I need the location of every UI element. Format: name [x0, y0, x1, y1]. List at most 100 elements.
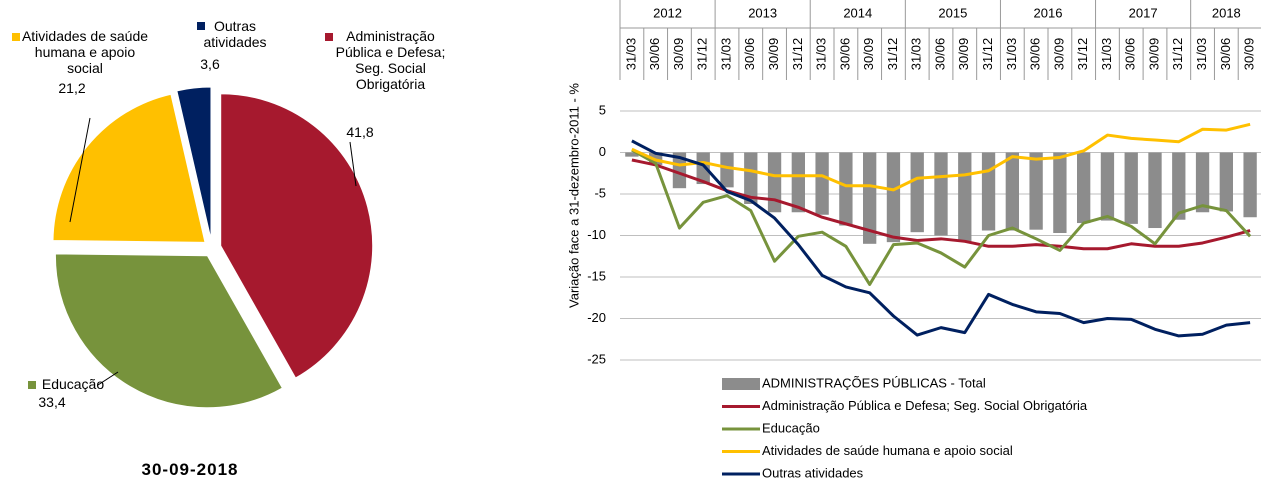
bar — [958, 152, 972, 242]
x-tick-label: 31/12 — [695, 38, 710, 71]
pie-slice — [220, 93, 374, 379]
bar — [886, 152, 901, 243]
bar — [1077, 152, 1091, 224]
bar — [672, 152, 687, 189]
x-tick-label: 30/09 — [1051, 38, 1066, 71]
bar — [1029, 152, 1043, 230]
pie-slice — [52, 93, 206, 243]
x-tick-label: 31/03 — [1004, 38, 1019, 71]
leader-line — [349, 141, 357, 187]
year-label: 2018 — [1212, 5, 1241, 20]
y-tick-label: -20 — [587, 310, 606, 325]
x-tick-label: 30/09 — [671, 38, 686, 71]
leader-line — [97, 371, 119, 386]
legend-label: ADMINISTRAÇÕES PÚBLICAS - Total — [762, 375, 986, 390]
legend-marker — [325, 33, 333, 41]
bar — [1195, 152, 1210, 213]
x-tick-label: 31/12 — [885, 38, 900, 71]
x-tick-label: 30/09 — [1146, 38, 1161, 71]
x-tick-label: 31/03 — [718, 38, 733, 71]
bar — [791, 152, 805, 213]
x-tick-label: 30/06 — [932, 38, 947, 71]
bar — [863, 152, 877, 244]
bar — [1243, 152, 1257, 218]
bar — [696, 152, 710, 185]
year-label: 2015 — [938, 5, 967, 20]
legend-label: Administração Pública e Defesa; Seg. Soc… — [762, 398, 1088, 413]
bar — [981, 152, 996, 231]
slice-value: 21,2 — [58, 80, 86, 96]
x-tick-label: 31/03 — [814, 38, 829, 71]
pie-caption: 30-09-2018 — [141, 460, 239, 479]
year-label: 2014 — [843, 5, 872, 20]
line — [631, 148, 1252, 286]
y-tick-label: -5 — [594, 185, 606, 200]
x-tick-label: 30/06 — [1028, 38, 1043, 71]
year-label: 2017 — [1129, 5, 1158, 20]
slice-value: 41,8 — [346, 124, 374, 140]
bar — [1219, 152, 1233, 212]
y-tick-label: -25 — [587, 351, 606, 366]
x-tick-label: 30/06 — [1218, 38, 1233, 71]
bar — [839, 152, 853, 226]
bar — [744, 152, 758, 204]
x-tick-label: 31/12 — [790, 38, 805, 71]
pie-slice — [176, 86, 212, 240]
line — [631, 139, 1251, 338]
legend-label: Outras atividades — [762, 465, 864, 480]
slice-value: 33,4 — [38, 394, 66, 410]
slice-label: Educação — [41, 376, 105, 392]
slice-value: 3,6 — [200, 56, 220, 72]
legend-swatch — [722, 378, 760, 390]
x-tick-label: 30/09 — [956, 38, 971, 71]
bar — [1148, 152, 1162, 229]
x-tick-label: 30/09 — [766, 38, 781, 71]
pie-slice — [54, 253, 283, 409]
year-label: 2012 — [653, 5, 682, 20]
legend-marker — [28, 381, 36, 389]
x-tick-label: 31/12 — [980, 38, 995, 71]
legend-marker — [12, 33, 20, 41]
x-tick-label: 30/06 — [837, 38, 852, 71]
line — [631, 158, 1251, 251]
x-tick-label: 31/03 — [1194, 38, 1209, 71]
slice-label: Outras atividades — [203, 18, 267, 50]
y-tick-label: 5 — [599, 102, 606, 117]
bar — [815, 152, 829, 215]
x-tick-label: 30/09 — [1242, 38, 1257, 71]
y-axis-label: Variação face a 31-dezembro-2011 - % — [566, 83, 581, 308]
x-tick-label: 30/06 — [647, 38, 662, 71]
y-tick-label: -10 — [587, 227, 606, 242]
x-tick-label: 31/03 — [623, 38, 638, 71]
x-tick-label: 31/12 — [1075, 38, 1090, 71]
x-tick-label: 30/06 — [742, 38, 757, 71]
bar — [1005, 152, 1019, 231]
leader-line — [69, 117, 91, 223]
bar — [720, 152, 734, 188]
bar — [1053, 152, 1067, 234]
x-tick-label: 30/06 — [1123, 38, 1138, 71]
line — [631, 122, 1251, 192]
bar — [767, 152, 782, 213]
bar — [1172, 152, 1186, 220]
year-label: 2013 — [748, 5, 777, 20]
bar — [910, 152, 924, 233]
slice-label: Administração Pública e Defesa; Seg. Soc… — [335, 28, 446, 92]
bar — [934, 152, 948, 236]
bar — [1100, 152, 1115, 221]
legend-marker — [197, 22, 205, 30]
bar — [1124, 152, 1138, 224]
x-tick-label: 30/09 — [861, 38, 876, 71]
legend-label: Atividades de saúde humana e apoio socia… — [762, 443, 1013, 458]
y-tick-label: 0 — [599, 144, 606, 159]
bar — [625, 152, 639, 157]
x-tick-label: 31/03 — [1099, 38, 1114, 71]
slice-label: Atividades de saúde humana e apoio socia… — [21, 28, 149, 76]
year-label: 2016 — [1034, 5, 1063, 20]
y-tick-label: -15 — [587, 268, 606, 283]
legend-label: Educação — [762, 420, 820, 435]
x-tick-label: 31/03 — [909, 38, 924, 71]
x-tick-label: 31/12 — [1170, 38, 1185, 71]
